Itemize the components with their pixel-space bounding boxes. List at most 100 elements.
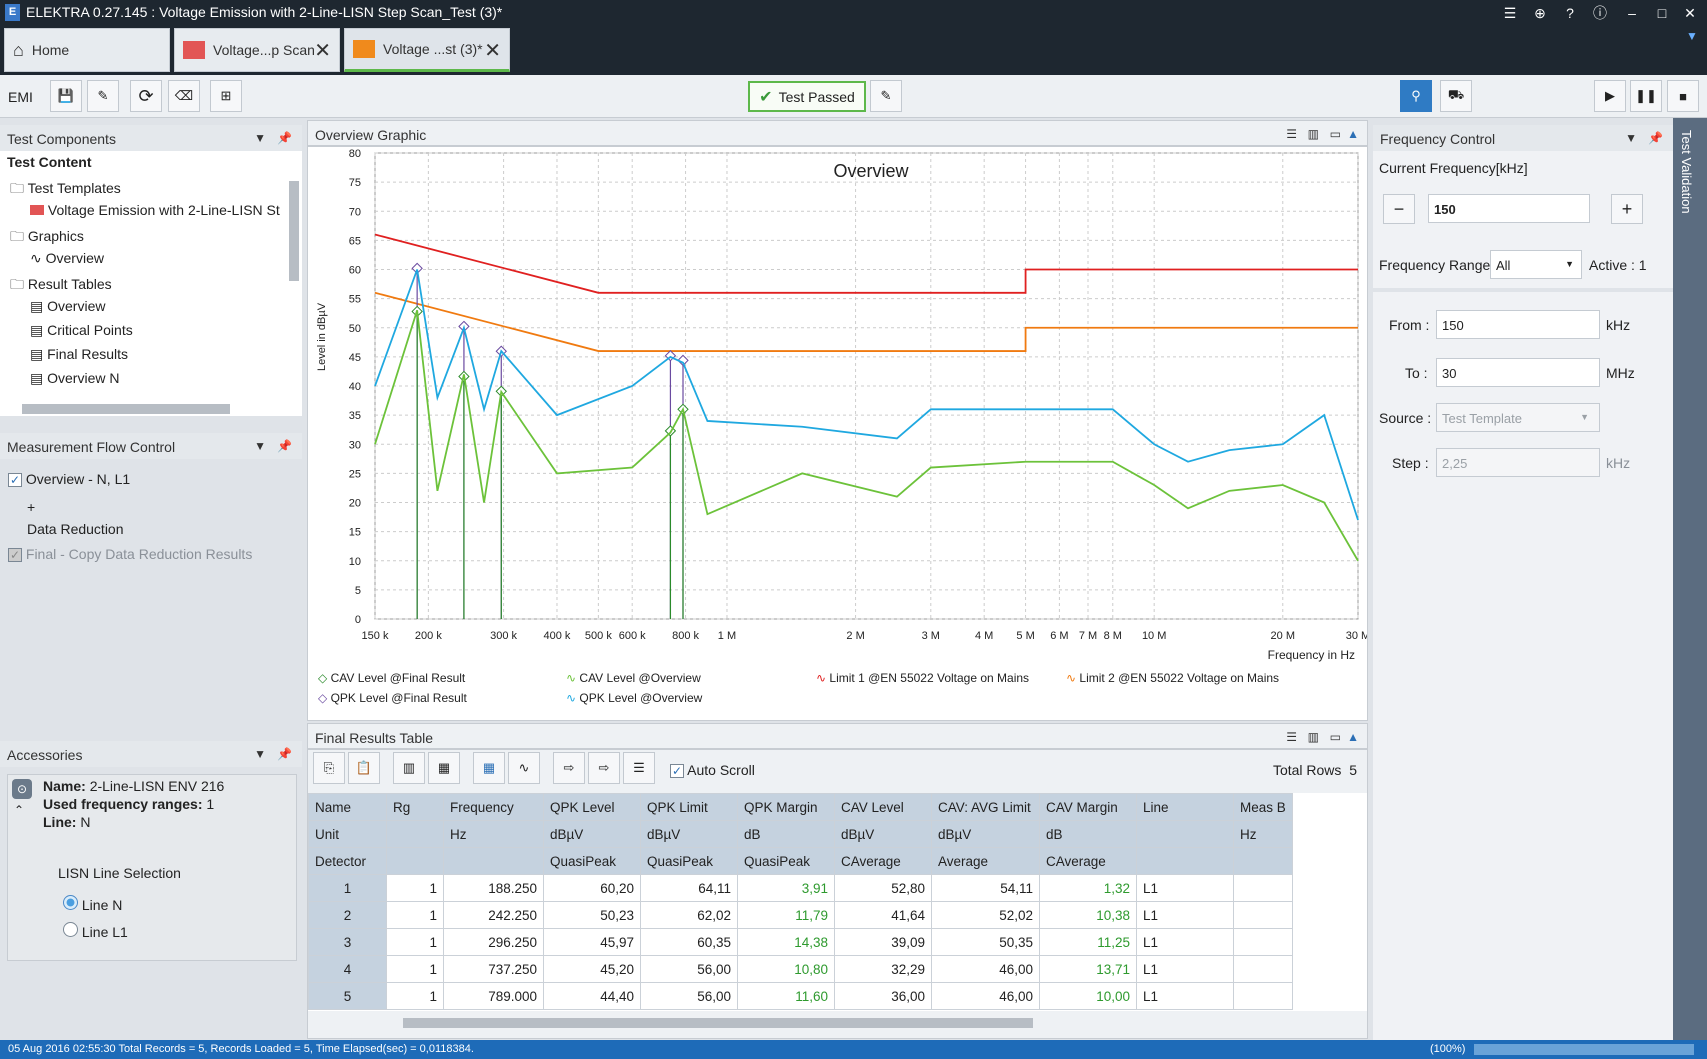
table-row[interactable]: 4 1 737.250 45,20 56,00 10,80 32,29 46,00 13,71 L… <box>308 955 1293 983</box>
tree-item-overview[interactable]: ▤ Overview <box>30 298 106 314</box>
tab-test[interactable]: Voltage ...st (3)* ✕ <box>344 28 510 72</box>
to-input[interactable]: 30 <box>1436 358 1600 387</box>
pin-icon[interactable]: 📌 <box>277 439 292 453</box>
horizontal-scrollbar[interactable] <box>22 404 230 414</box>
tree-item-final-results[interactable]: ▤ Final Results <box>30 346 129 362</box>
stop-button[interactable]: ■ <box>1667 80 1699 112</box>
table-unit-row[interactable]: Unit Hz dBµV dBµV dB dBµV dBµV dB Hz <box>308 820 1293 848</box>
clear-button[interactable]: ⌫ <box>168 80 200 112</box>
tree-item-overview-n[interactable]: ▤ Overview N <box>30 370 120 386</box>
info-icon[interactable]: ⓘ <box>1593 5 1607 21</box>
y-axis-label: Level in dBµV <box>316 302 328 371</box>
columns-button[interactable]: ▥ <box>393 752 425 784</box>
paste-button[interactable]: 📋 <box>348 752 380 784</box>
dropdown-icon[interactable]: ▼ <box>254 439 266 453</box>
current-frequency-input[interactable]: 150 <box>1428 194 1590 223</box>
minimize-icon[interactable]: – <box>1628 5 1636 21</box>
tab-scan[interactable]: Voltage...p Scan ✕ <box>174 28 340 72</box>
dropdown-icon[interactable]: ▼ <box>254 131 266 145</box>
results-table: Name Rg Frequency QPK Level QPK Limit QPK Mar… <box>308 793 1293 1010</box>
pin-icon[interactable]: 📌 <box>1648 131 1663 145</box>
layout-rows-icon[interactable]: ☰ <box>1286 730 1297 744</box>
table-row[interactable]: 5 1 789.000 44,40 56,00 11,60 36,00 46,00 10,00 L… <box>308 982 1293 1010</box>
from-input[interactable]: 150 <box>1436 310 1600 339</box>
increase-frequency-button[interactable]: + <box>1611 194 1643 224</box>
tree-item-graphics[interactable]: 🗀 Graphics <box>10 228 84 244</box>
radio-icon[interactable] <box>63 922 78 937</box>
table-cell: 45,20 <box>543 955 641 983</box>
sort-button[interactable]: ☰ <box>623 752 655 784</box>
tree-item-template[interactable]: Voltage Emission with 2-Line-LISN St <box>30 202 280 218</box>
tree-item-result-tables[interactable]: 🗀 Result Tables <box>10 276 112 292</box>
add-device-button[interactable]: ⊞ <box>210 80 242 112</box>
table-row[interactable]: 3 1 296.250 45,97 60,35 14,38 39,09 50,35 11,25 L… <box>308 928 1293 956</box>
progress-bar <box>1474 1044 1694 1055</box>
grid-button[interactable]: ▦ <box>473 752 505 784</box>
help-icon[interactable]: ? <box>1566 5 1574 21</box>
tab-dropdown-icon[interactable]: ▼ <box>1686 29 1698 43</box>
menu-icon[interactable]: ☰ <box>1503 5 1517 21</box>
refresh-button[interactable]: ⟳ <box>130 80 162 112</box>
vertical-scrollbar[interactable] <box>289 181 299 281</box>
close-tab-icon[interactable]: ✕ <box>314 40 331 62</box>
save-as-button[interactable]: ✎ <box>87 80 119 112</box>
probe-mode-button[interactable]: ⚲ <box>1400 80 1432 112</box>
radio-icon[interactable] <box>63 895 78 910</box>
auto-scroll-checkbox[interactable]: ✓ Auto Scroll <box>670 762 755 778</box>
layout-cols-icon[interactable]: ▥ <box>1307 127 1319 141</box>
dropdown-icon[interactable]: ▼ <box>1625 131 1637 145</box>
pause-button[interactable]: ❚❚ <box>1630 80 1662 112</box>
table-horizontal-scrollbar[interactable] <box>403 1018 1033 1028</box>
test-validation-tab[interactable]: Test Validation <box>1679 130 1694 214</box>
edit-button[interactable]: ✎ <box>870 80 902 112</box>
tab-home[interactable]: ⌂ Home <box>4 28 170 72</box>
table-layout-button[interactable]: ▦ <box>428 752 460 784</box>
line-value: N <box>80 814 91 830</box>
flow-item-overview[interactable]: ✓ Overview - N, L1 <box>8 471 131 487</box>
globe-icon[interactable]: ⊕ <box>1534 5 1546 21</box>
table-header-row[interactable]: Name Rg Frequency QPK Level QPK Limit QPK Mar… <box>308 793 1293 821</box>
layout-rows-icon[interactable]: ☰ <box>1286 127 1297 141</box>
copy-button[interactable]: ⎘ <box>313 752 345 784</box>
step-unit: kHz <box>1606 455 1631 471</box>
maximize-icon[interactable]: □ <box>1657 5 1667 21</box>
radio-line-n[interactable]: Line N <box>63 895 122 913</box>
dropdown-icon[interactable]: ▼ <box>254 747 266 761</box>
test-validation-sidebar[interactable]: Test Validation <box>1673 118 1707 1040</box>
close-tab-icon[interactable]: ✕ <box>484 40 501 62</box>
tree-item-critical-points[interactable]: ▤ Critical Points <box>30 322 133 338</box>
save-button[interactable]: 💾 <box>50 80 82 112</box>
run-button[interactable]: ▶ <box>1594 80 1626 112</box>
checkbox[interactable]: ✓ <box>8 473 22 487</box>
table-row[interactable]: 1 1 188.250 60,20 64,11 3,91 52,80 54,11 1,32 L1 <box>308 874 1293 902</box>
frequency-range-select[interactable]: All ▼ <box>1490 250 1582 279</box>
layout-cols-icon[interactable]: ▥ <box>1307 730 1319 744</box>
pin-icon[interactable]: 📌 <box>277 747 292 761</box>
collapse-icon[interactable]: ⌃ <box>14 803 25 817</box>
window-icon[interactable]: ▭ <box>1329 730 1341 744</box>
table-cell: CAV Level <box>834 793 932 821</box>
table-cell: 56,00 <box>640 982 738 1010</box>
table-icon: ▦ <box>437 760 451 775</box>
collapse-up-icon[interactable]: ▲ <box>1347 730 1359 744</box>
table-row[interactable]: 2 1 242.250 50,23 62,02 11,79 41,64 52,02 10,38 L… <box>308 901 1293 929</box>
window-icon[interactable]: ▭ <box>1329 127 1341 141</box>
close-icon[interactable]: ✕ <box>1684 5 1696 21</box>
table-detector-row[interactable]: Detector QuasiPeak QuasiPeak QuasiPeak CAver… <box>308 847 1293 875</box>
export-excel-button[interactable]: ⇨ <box>588 752 620 784</box>
decrease-frequency-button[interactable]: − <box>1383 194 1415 224</box>
tree-item-templates[interactable]: 🗀 Test Templates <box>10 180 121 196</box>
panel-title: Final Results Table <box>315 730 434 746</box>
radio-line-l1[interactable]: Line L1 <box>63 922 128 940</box>
wave-button[interactable]: ∿ <box>508 752 540 784</box>
export-csv-button[interactable]: ⇨ <box>553 752 585 784</box>
pin-icon[interactable]: 📌 <box>277 131 292 145</box>
collapse-up-icon[interactable]: ▲ <box>1347 127 1359 141</box>
status-text: 05 Aug 2016 02:55:30 Total Records = 5, … <box>8 1043 474 1055</box>
flow-item-data-reduction[interactable]: Data Reduction <box>27 521 124 537</box>
scan-mode-button[interactable]: ⛟ <box>1440 80 1472 112</box>
tree-item-graph-overview[interactable]: ∿ Overview <box>30 250 104 266</box>
step-label: Step : <box>1392 455 1429 471</box>
checkbox[interactable]: ✓ <box>670 764 684 778</box>
